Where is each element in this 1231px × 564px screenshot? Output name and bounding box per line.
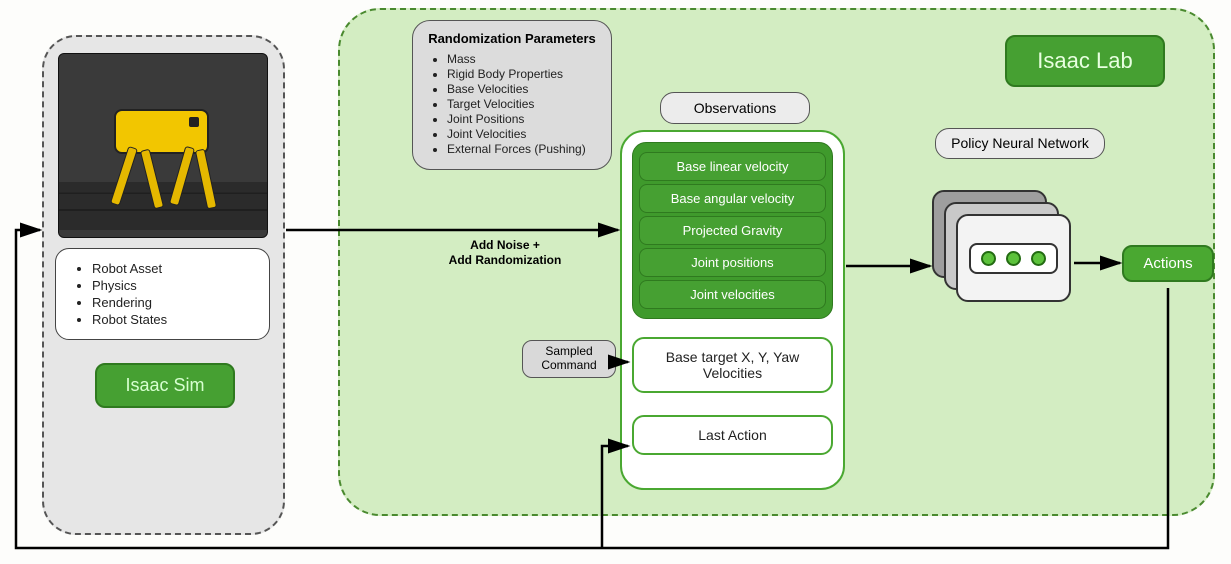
obs-row: Joint velocities [639, 280, 826, 309]
observations-label: Observations [660, 92, 810, 124]
list-item: Base Velocities [447, 82, 597, 96]
observations-green-stack: Base linear velocity Base angular veloci… [632, 142, 833, 319]
obs-row: Base linear velocity [639, 152, 826, 181]
list-item: Robot Asset [92, 261, 255, 276]
noise-line-1: Add Noise + [420, 238, 590, 253]
list-item: Physics [92, 278, 255, 293]
actions-badge: Actions [1122, 245, 1214, 282]
list-item: Robot States [92, 312, 255, 327]
list-item: Joint Positions [447, 112, 597, 126]
list-item: External Forces (Pushing) [447, 142, 597, 156]
obs-last-action: Last Action [632, 415, 833, 455]
add-noise-label: Add Noise + Add Randomization [420, 238, 590, 268]
obs-row: Projected Gravity [639, 216, 826, 245]
list-item: Joint Velocities [447, 127, 597, 141]
obs-row: Joint positions [639, 248, 826, 277]
robot-image [58, 53, 268, 238]
noise-line-2: Add Randomization [420, 253, 590, 268]
isaac-sim-badge: Isaac Sim [95, 363, 235, 408]
isaac-lab-badge: Isaac Lab [1005, 35, 1165, 87]
isaac-sim-info-box: Robot Asset Physics Rendering Robot Stat… [55, 248, 270, 340]
list-item: Rigid Body Properties [447, 67, 597, 81]
policy-nn-label: Policy Neural Network [935, 128, 1105, 159]
isaac-sim-list: Robot Asset Physics Rendering Robot Stat… [70, 261, 255, 327]
randomization-title: Randomization Parameters [427, 31, 597, 46]
randomization-box: Randomization Parameters Mass Rigid Body… [412, 20, 612, 170]
observations-panel: Base linear velocity Base angular veloci… [620, 130, 845, 490]
policy-neural-network [932, 190, 1077, 308]
obs-target-velocities: Base target X, Y, Yaw Velocities [632, 337, 833, 393]
obs-row: Base angular velocity [639, 184, 826, 213]
list-item: Rendering [92, 295, 255, 310]
list-item: Target Velocities [447, 97, 597, 111]
list-item: Mass [447, 52, 597, 66]
sampled-command-box: Sampled Command [522, 340, 616, 378]
